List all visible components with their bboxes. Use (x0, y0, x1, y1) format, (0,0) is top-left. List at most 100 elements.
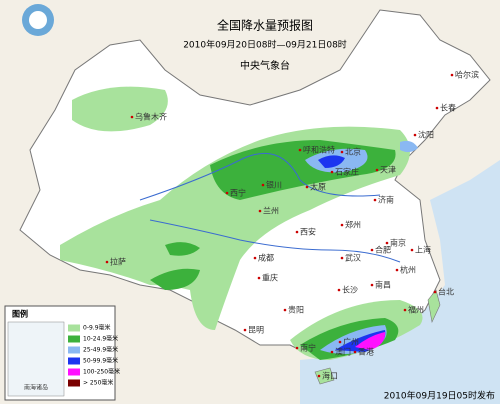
inset-label: 南海诸岛 (24, 384, 48, 392)
city-dot (340, 256, 344, 260)
city-label: 杭州 (400, 265, 416, 275)
city-dot (340, 150, 344, 154)
city-label: 济南 (378, 195, 394, 205)
legend-items: 0-9.9毫米 10-24.9毫米 25-49.9毫米 50-99.9毫米 100-25… (68, 324, 120, 387)
city-label: 台北 (438, 287, 454, 297)
city-label: 上海 (415, 245, 431, 255)
city-label: 哈尔滨 (455, 70, 479, 80)
logo (29, 11, 47, 29)
city-label: 天津 (380, 165, 396, 175)
city-label: 福州 (408, 306, 424, 315)
city-dot (305, 185, 309, 189)
legend-label: 50-99.9毫米 (83, 357, 118, 365)
city-dot (375, 168, 379, 172)
rain-zone (355, 332, 386, 350)
city-dot (295, 230, 299, 234)
city-label: 长沙 (342, 285, 358, 295)
legend-swatch (68, 346, 80, 354)
city-label: 南京 (390, 238, 406, 248)
legend-label: 100-250毫米 (83, 368, 120, 376)
city-label: 成都 (258, 253, 274, 263)
city-label: 兰州 (263, 206, 279, 216)
issuer: 中央气象台 (240, 59, 290, 72)
city-label: 南昌 (375, 280, 391, 290)
city-label: 长春 (440, 103, 456, 113)
city-dot (258, 209, 262, 213)
rain-zone (318, 155, 345, 168)
city-dot (317, 374, 321, 378)
river (149, 219, 401, 263)
legend-swatch (68, 368, 80, 376)
city-label: 重庆 (262, 273, 278, 283)
city-dot (283, 308, 287, 312)
legend-swatch (68, 324, 80, 332)
taiwan (427, 289, 441, 323)
city-label: 乌鲁木齐 (135, 112, 167, 122)
city-dot (370, 248, 374, 252)
city-label: 郑州 (345, 220, 361, 230)
city-label: 贵阳 (288, 305, 304, 315)
city-label: 呼和浩特 (303, 145, 335, 155)
city-label: 香港 (358, 347, 374, 357)
city-dot (413, 133, 417, 137)
city-dot (340, 223, 344, 227)
city-label: 武汉 (345, 253, 361, 263)
city-dot (330, 170, 334, 174)
city-dot (395, 268, 399, 272)
city-label: 合肥 (375, 245, 391, 255)
legend-label: 0-9.9毫米 (83, 324, 111, 332)
legend-label: 10-24.9毫米 (83, 335, 118, 343)
subtitle: 2010年09月20日08时—09月21日08时 (183, 39, 347, 51)
city-dot (450, 73, 454, 77)
city-dot (338, 340, 342, 344)
legend-swatch (68, 335, 80, 343)
city-dot (370, 283, 374, 287)
city-dot (385, 241, 389, 245)
city-dot (435, 106, 439, 110)
city-dot (373, 198, 377, 202)
city-label: 太原 (310, 182, 326, 192)
city-dot (253, 256, 257, 260)
hainan (314, 367, 335, 385)
legend-swatch (68, 379, 80, 387)
city-dot (225, 191, 229, 195)
rain-zone (400, 140, 418, 153)
city-label: 石家庄 (335, 167, 359, 177)
city-dot (410, 248, 414, 252)
city-label: 银川 (266, 180, 282, 190)
legend-swatch (68, 357, 80, 365)
city-dot (295, 346, 299, 350)
city-label: 南宁 (300, 343, 316, 353)
city-dot (105, 260, 109, 264)
city-dot (261, 183, 265, 187)
sea (300, 160, 500, 404)
inset-box (7, 321, 65, 397)
rain-zone (165, 242, 200, 256)
footer: 2010年09月19日05时发布 (384, 390, 495, 402)
legend-label: > 250毫米 (83, 379, 113, 387)
city-dot (353, 350, 357, 354)
city-label: 澳门 (335, 347, 351, 357)
city-dot (130, 115, 134, 119)
legend-title: 图例 (12, 309, 28, 319)
river (139, 152, 381, 201)
city-label: 西宁 (230, 188, 246, 198)
city-dot (433, 290, 437, 294)
city-label: 沈阳 (418, 130, 434, 140)
city-dot (257, 276, 261, 280)
legend-label: 25-49.9毫米 (83, 346, 118, 354)
rain-zone (150, 268, 200, 290)
city-dot (243, 328, 247, 332)
city-label: 海口 (322, 371, 338, 381)
city-dot (403, 308, 407, 312)
rain-zone (72, 86, 168, 132)
city-label: 昆明 (248, 326, 264, 335)
city-dot (298, 148, 302, 152)
city-label: 北京 (345, 147, 361, 157)
city-dot (337, 288, 341, 292)
title: 全国降水量预报图 (217, 18, 313, 33)
city-label: 西安 (300, 227, 316, 237)
city-label: 广州 (343, 337, 359, 347)
city-label: 拉萨 (110, 257, 126, 267)
